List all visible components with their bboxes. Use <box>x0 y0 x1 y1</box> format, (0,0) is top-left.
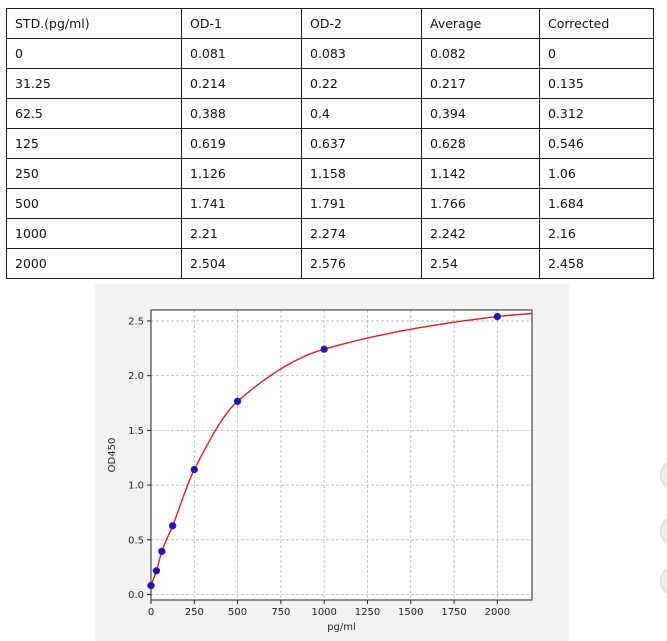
cell-average: 2.54 <box>421 248 540 279</box>
cell-average: 0.628 <box>421 128 540 159</box>
decorative-circle <box>660 460 667 490</box>
cell-std: 250 <box>6 158 182 189</box>
table-row: 2000 2.504 2.576 2.54 2.458 <box>6 248 654 279</box>
cell-average: 0.082 <box>421 38 540 69</box>
x-tick-label: 1250 <box>355 607 380 618</box>
y-tick-label: 0.0 <box>128 590 144 601</box>
cell-od2: 1.791 <box>301 188 422 219</box>
cell-od2: 2.576 <box>301 248 422 279</box>
y-tick-label: 2.5 <box>128 316 144 327</box>
table-row: 1000 2.21 2.274 2.242 2.16 <box>6 218 654 249</box>
standard-table: STD.(pg/ml) OD-1 OD-2 Average Corrected 0 0.08… <box>6 8 654 279</box>
cell-corrected: 0.546 <box>539 128 654 159</box>
cell-od1: 0.081 <box>181 38 302 69</box>
cell-std: 31.25 <box>6 68 182 99</box>
cell-corrected: 0.312 <box>539 98 654 129</box>
cell-average: 1.766 <box>421 188 540 219</box>
cell-od2: 2.274 <box>301 218 422 249</box>
cell-average: 2.242 <box>421 218 540 249</box>
table-header-row: STD.(pg/ml) OD-1 OD-2 Average Corrected <box>6 8 654 39</box>
cell-std: 62.5 <box>6 98 182 129</box>
cell-corrected: 2.458 <box>539 248 654 279</box>
data-point <box>320 345 328 353</box>
header-std: STD.(pg/ml) <box>6 8 182 39</box>
cell-od1: 0.214 <box>181 68 302 99</box>
table-row: 500 1.741 1.791 1.766 1.684 <box>6 188 654 219</box>
cell-average: 0.394 <box>421 98 540 129</box>
x-tick-label: 1000 <box>311 607 336 618</box>
cell-od2: 0.083 <box>301 38 422 69</box>
x-tick-label: 1750 <box>441 607 466 618</box>
table-row: 62.5 0.388 0.4 0.394 0.312 <box>6 98 654 129</box>
data-point <box>147 581 155 590</box>
table-row: 0 0.081 0.083 0.082 0 <box>6 38 654 69</box>
cell-corrected: 0.135 <box>539 68 654 99</box>
decorative-circle <box>660 566 667 596</box>
cell-std: 500 <box>6 188 182 219</box>
y-tick-label: 2.0 <box>128 371 144 382</box>
table-row: 250 1.126 1.158 1.142 1.06 <box>6 158 654 189</box>
cell-od1: 0.388 <box>181 98 302 129</box>
header-corrected: Corrected <box>539 8 654 39</box>
x-tick-label: 0 <box>148 607 154 618</box>
cell-od1: 2.21 <box>181 218 302 249</box>
standard-curve-chart: 0 250 500 750 1000 1250 1500 1750 2000 0.0 0.5 1.0 1… <box>107 309 533 633</box>
cell-std: 0 <box>6 38 182 69</box>
cell-od1: 1.741 <box>181 188 302 219</box>
cell-average: 1.142 <box>421 158 540 189</box>
x-tick-label: 750 <box>271 607 290 618</box>
data-point <box>168 522 177 530</box>
x-axis-title: pg/ml <box>327 622 356 633</box>
data-point <box>190 465 198 474</box>
header-od1: OD-1 <box>181 8 302 39</box>
header-od2: OD-2 <box>301 8 422 39</box>
x-tick-label: 1500 <box>398 607 423 618</box>
y-axis-title: OD450 <box>107 438 118 473</box>
cell-corrected: 1.684 <box>539 188 654 219</box>
table-row: 125 0.619 0.637 0.628 0.546 <box>6 128 654 159</box>
cell-corrected: 1.06 <box>539 158 654 189</box>
cell-od1: 0.619 <box>181 128 302 159</box>
cell-od2: 1.158 <box>301 158 422 189</box>
cell-od1: 1.126 <box>181 158 302 189</box>
cell-std: 125 <box>6 128 182 159</box>
cell-average: 0.217 <box>421 68 540 99</box>
plot-area <box>151 310 532 600</box>
x-tick-label: 500 <box>228 607 247 618</box>
header-average: Average <box>421 8 540 39</box>
cell-corrected: 0 <box>539 38 654 69</box>
data-point <box>158 547 166 556</box>
cell-corrected: 2.16 <box>539 218 654 249</box>
cell-std: 2000 <box>6 248 182 279</box>
x-tick-label: 2000 <box>485 607 510 618</box>
table-row: 31.25 0.214 0.22 0.217 0.135 <box>6 68 654 99</box>
cell-od1: 2.504 <box>181 248 302 279</box>
y-tick-label: 1.5 <box>128 426 144 437</box>
decorative-circle <box>660 516 667 546</box>
plot-frame <box>150 309 533 601</box>
data-point <box>233 397 242 405</box>
x-tick-label: 250 <box>185 607 204 618</box>
y-tick-label: 1.0 <box>128 481 144 492</box>
data-point <box>152 567 161 575</box>
cell-od2: 0.637 <box>301 128 422 159</box>
data-point <box>493 312 502 321</box>
cell-od2: 0.4 <box>301 98 422 129</box>
y-tick-label: 0.5 <box>128 535 144 546</box>
cell-od2: 0.22 <box>301 68 422 99</box>
cell-std: 1000 <box>6 218 182 249</box>
